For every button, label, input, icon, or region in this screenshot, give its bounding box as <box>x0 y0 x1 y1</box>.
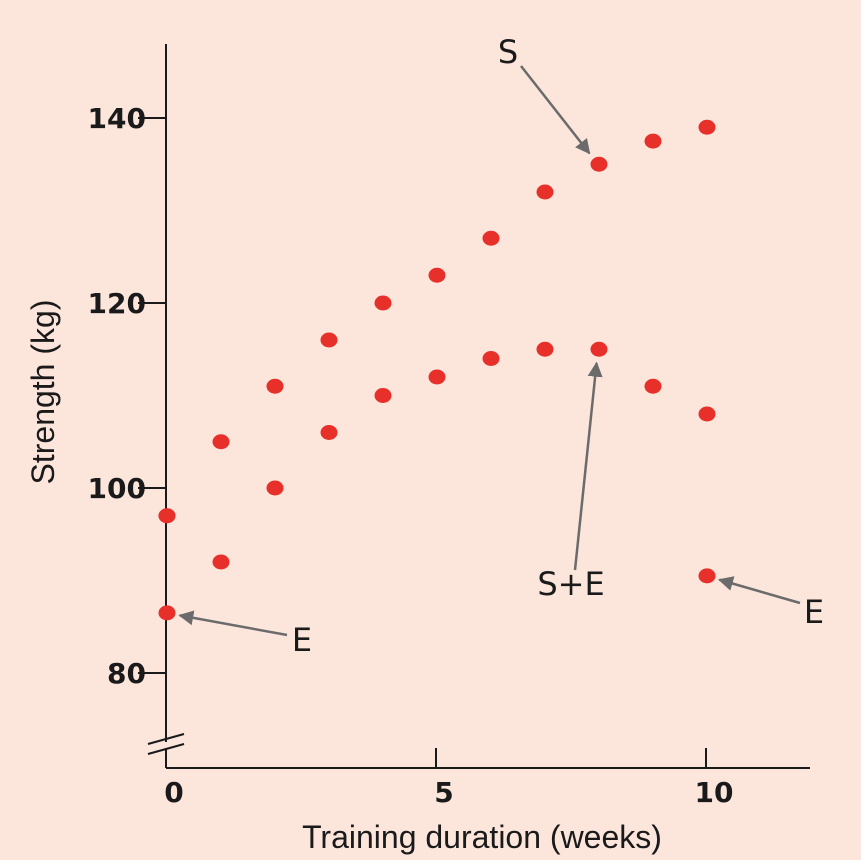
data-point <box>482 230 500 246</box>
data-point <box>482 351 500 366</box>
annotation-label: E <box>292 621 312 659</box>
y-tick-label: 100 <box>88 472 146 505</box>
annotation-arrow <box>718 576 801 605</box>
data-point <box>590 341 608 357</box>
data-point <box>266 378 284 394</box>
data-point <box>644 133 662 149</box>
y-tick-label: 120 <box>88 287 146 320</box>
annotation-arrow <box>178 610 288 637</box>
data-point <box>212 554 230 570</box>
annotation-label: S <box>498 33 518 71</box>
data-point <box>374 295 392 311</box>
axis-break-mark <box>147 733 185 745</box>
y-axis-title: Strength (kg) <box>25 300 61 485</box>
data-point <box>266 480 284 496</box>
x-axis-title: Training duration (weeks) <box>302 819 662 855</box>
data-point <box>536 341 554 357</box>
data-point <box>212 434 230 450</box>
data-point <box>320 332 338 348</box>
data-point <box>536 184 554 200</box>
data-point <box>158 605 176 621</box>
data-point <box>320 425 338 440</box>
x-tick-label: 10 <box>695 776 734 809</box>
annotation-label: S+E <box>537 565 604 603</box>
annotation-arrow <box>520 65 591 155</box>
y-tick-label: 80 <box>107 657 146 690</box>
x-tick-label: 0 <box>164 776 183 809</box>
data-point <box>428 267 446 283</box>
y-tick-label: 140 <box>88 102 146 135</box>
data-point <box>644 378 662 394</box>
data-point <box>590 156 608 172</box>
annotations: S S+E E E <box>178 33 824 659</box>
x-tick-label: 5 <box>434 776 453 809</box>
data-point <box>698 406 716 422</box>
data-point <box>698 568 716 584</box>
annotation-arrow <box>573 361 603 571</box>
data-points <box>158 119 716 621</box>
data-point <box>374 388 392 403</box>
data-point <box>158 508 176 524</box>
data-point <box>698 119 716 135</box>
ticks: 80 100 120 140 0 5 10 <box>88 102 734 809</box>
axes <box>147 44 810 769</box>
data-point <box>428 369 446 385</box>
annotation-label: E <box>804 593 824 631</box>
